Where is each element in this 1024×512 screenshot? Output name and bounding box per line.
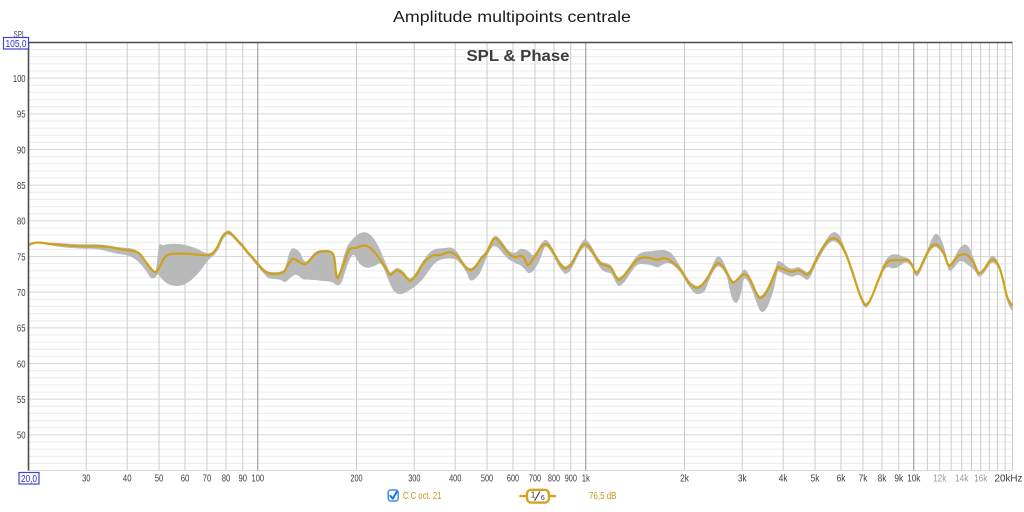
- svg-text:SPL & Phase: SPL & Phase: [467, 48, 570, 65]
- svg-text:500: 500: [481, 473, 493, 485]
- svg-text:12k: 12k: [933, 473, 947, 485]
- svg-text:600: 600: [507, 473, 519, 485]
- svg-text:6: 6: [541, 495, 545, 502]
- svg-text:5k: 5k: [811, 473, 820, 485]
- svg-text:55: 55: [17, 394, 26, 406]
- svg-text:20,0: 20,0: [21, 473, 37, 485]
- svg-text:100: 100: [252, 473, 265, 485]
- svg-text:1: 1: [531, 489, 536, 499]
- svg-text:14k: 14k: [955, 473, 969, 485]
- svg-text:50: 50: [17, 430, 26, 442]
- svg-text:80: 80: [17, 216, 26, 228]
- svg-text:SPL: SPL: [14, 30, 26, 41]
- svg-text:95: 95: [17, 109, 26, 121]
- svg-text:105,0: 105,0: [6, 38, 27, 50]
- svg-text:90: 90: [17, 144, 26, 156]
- svg-text:3k: 3k: [738, 473, 747, 485]
- svg-text:Amplitude multipoints centrale: Amplitude multipoints centrale: [393, 9, 631, 26]
- svg-text:30: 30: [82, 473, 91, 485]
- svg-text:8k: 8k: [878, 473, 887, 485]
- svg-text:100: 100: [13, 73, 26, 85]
- svg-text:16k: 16k: [974, 473, 988, 485]
- svg-text:6k: 6k: [837, 473, 846, 485]
- svg-text:80: 80: [222, 473, 231, 485]
- svg-text:4k: 4k: [779, 473, 788, 485]
- svg-text:50: 50: [155, 473, 164, 485]
- svg-text:85: 85: [17, 180, 26, 192]
- svg-text:300: 300: [408, 473, 420, 485]
- svg-text:7k: 7k: [859, 473, 868, 485]
- svg-text:9k: 9k: [894, 473, 903, 485]
- svg-text:40: 40: [123, 473, 132, 485]
- svg-text:1k: 1k: [582, 473, 591, 485]
- svg-text:70: 70: [203, 473, 212, 485]
- svg-text:60: 60: [17, 358, 26, 370]
- svg-text:60: 60: [181, 473, 190, 485]
- svg-text:400: 400: [449, 473, 461, 485]
- svg-text:10k: 10k: [907, 473, 921, 485]
- svg-text:20kHz: 20kHz: [995, 473, 1023, 485]
- svg-text:76,5 dB: 76,5 dB: [589, 490, 617, 502]
- svg-text:700: 700: [529, 473, 541, 485]
- svg-text:75: 75: [17, 251, 26, 263]
- svg-text:2k: 2k: [680, 473, 689, 485]
- svg-text:C C oct. 21: C C oct. 21: [403, 490, 442, 502]
- svg-text:65: 65: [17, 323, 26, 335]
- svg-text:70: 70: [17, 287, 26, 299]
- svg-text:800: 800: [548, 473, 560, 485]
- svg-text:90: 90: [239, 473, 248, 485]
- svg-text:900: 900: [565, 473, 577, 485]
- svg-text:200: 200: [350, 473, 362, 485]
